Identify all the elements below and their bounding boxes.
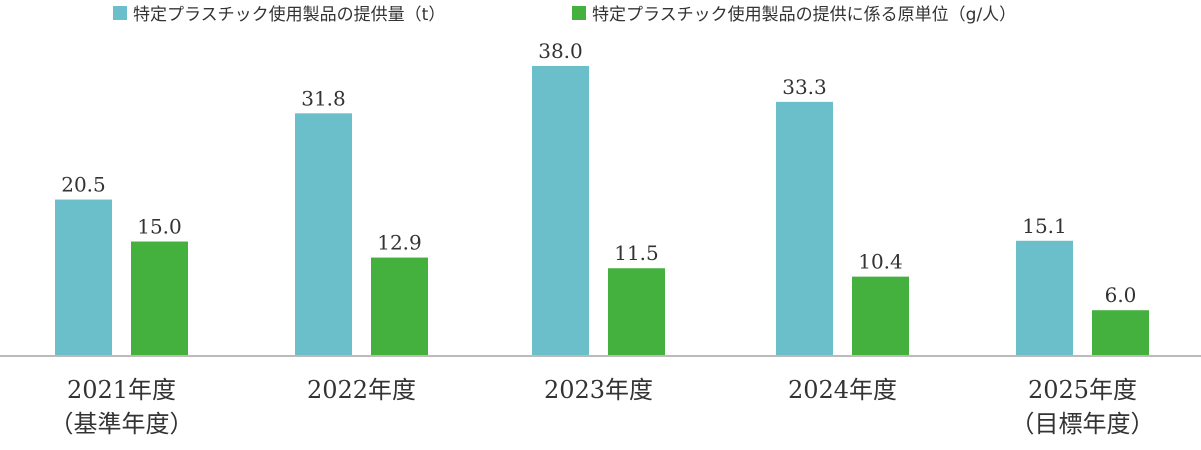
data-label-series2-5: 6.0 — [1105, 283, 1137, 307]
bar-series2-2 — [371, 257, 428, 356]
bar-series2-1 — [131, 241, 188, 356]
bar-series1-4 — [776, 101, 833, 356]
category-label-1-sub: （基準年度） — [50, 410, 194, 438]
legend-label-2: 特定プラスチック使用製品の提供に係る原単位（g/人） — [592, 4, 1016, 25]
data-label-series1-2: 31.8 — [301, 86, 346, 110]
data-label-series2-4: 10.4 — [858, 250, 903, 274]
category-label-5: 2025年度 — [1028, 376, 1137, 404]
data-label-series2-3: 11.5 — [614, 241, 659, 265]
chart-value-labels: 20.5 31.8 38.0 33.3 15.1 15.0 12.9 11.5 10.4 6.0 — [61, 39, 1136, 307]
legend-label-1: 特定プラスチック使用製品の提供量（t） — [133, 4, 445, 25]
bar-series1-5 — [1016, 240, 1073, 356]
bar-series2-4 — [852, 276, 909, 356]
data-label-series1-1: 20.5 — [61, 173, 106, 197]
category-label-3: 2023年度 — [544, 376, 653, 404]
bar-series1-1 — [55, 199, 112, 356]
bar-series1-3 — [532, 66, 589, 356]
category-label-4: 2024年度 — [788, 376, 897, 404]
category-label-5-sub: （目標年度） — [1011, 410, 1155, 438]
category-label-1: 2021年度 — [67, 376, 176, 404]
data-label-series1-5: 15.1 — [1022, 214, 1067, 238]
x-axis-category-labels: 2021年度 （基準年度） 2022年度 2023年度 2024年度 2025年度 （目標年… — [50, 376, 1155, 438]
bar-series2-3 — [608, 268, 665, 356]
chart-legend: 特定プラスチック使用製品の提供量（t） 特定プラスチック使用製品の提供に係る原単位… — [113, 4, 1016, 25]
data-label-series2-2: 12.9 — [377, 231, 422, 255]
data-label-series1-3: 38.0 — [538, 39, 583, 63]
data-label-series2-1: 15.0 — [137, 215, 182, 239]
bar-series2-5 — [1092, 310, 1149, 356]
legend-swatch-1 — [113, 6, 127, 20]
chart-bars — [55, 66, 1149, 356]
legend-swatch-2 — [572, 6, 586, 20]
category-label-2: 2022年度 — [307, 376, 416, 404]
bar-series1-2 — [295, 113, 352, 356]
data-label-series1-4: 33.3 — [782, 75, 827, 99]
